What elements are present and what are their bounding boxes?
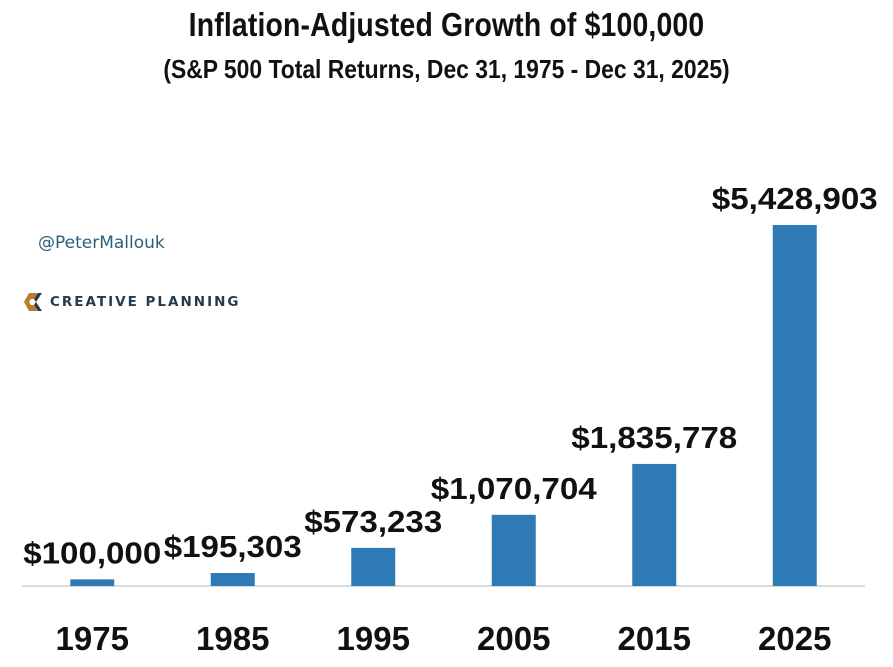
data-label-2025: $5,428,903 (712, 181, 878, 216)
bar-1995 (351, 547, 396, 586)
data-label-1985: $195,303 (164, 529, 302, 564)
social-handle: @PeterMallouk (38, 233, 165, 253)
brand-logo: CREATIVE PLANNING (22, 290, 240, 314)
data-label-2005: $1,070,704 (431, 471, 598, 506)
x-tick-label-2005: 2005 (477, 620, 550, 657)
bar-2025 (772, 225, 817, 586)
creative-planning-logo-icon (24, 293, 42, 311)
x-tick-label-2025: 2025 (758, 620, 831, 657)
bar-2015 (632, 463, 677, 586)
data-label-2015: $1,835,778 (571, 420, 737, 455)
chart-title: Inflation-Adjusted Growth of $100,000 (188, 6, 705, 43)
data-label-1975: $100,000 (23, 535, 161, 570)
brand-logo-text: CREATIVE PLANNING (50, 294, 241, 310)
bar-1975 (70, 579, 115, 586)
x-tick-label-1975: 1975 (56, 620, 129, 657)
x-tick-label-2015: 2015 (618, 620, 691, 657)
x-tick-label-1985: 1985 (196, 620, 269, 657)
bar-1985 (210, 573, 255, 586)
chart-subtitle: (S&P 500 Total Returns, Dec 31, 1975 - D… (163, 54, 730, 84)
data-label-1995: $573,233 (304, 504, 442, 539)
bar-2005 (491, 514, 536, 586)
x-tick-label-1995: 1995 (337, 620, 410, 657)
